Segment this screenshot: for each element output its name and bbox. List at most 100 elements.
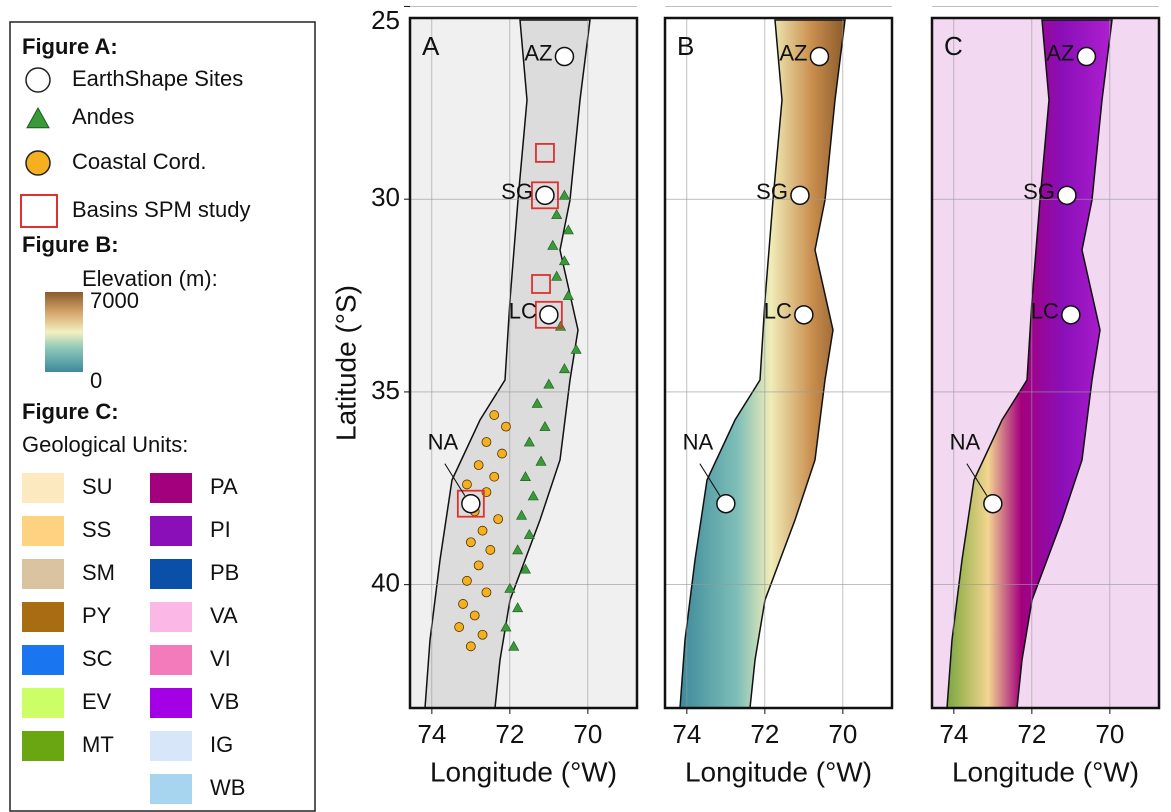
site-label: AZ — [524, 40, 552, 65]
legend-heading: Figure A: — [22, 34, 118, 59]
x-tick-label: 74 — [939, 719, 968, 749]
unit-label: SM — [82, 560, 115, 585]
x-tick-label: 74 — [672, 719, 701, 749]
y-tick-label: 40 — [371, 568, 400, 598]
coastal-site — [466, 538, 475, 547]
site-label: NA — [950, 430, 981, 455]
colorbar-label: 7000 — [90, 288, 139, 313]
legend-label: Andes — [72, 104, 134, 129]
y-tick-label: 30 — [371, 182, 400, 212]
coastal-site — [455, 623, 464, 632]
coastal-site — [459, 599, 468, 608]
map-panel: 74 72 70 25 30 35 40 AZ SG LC NA A Longitude (°W) — [371, 5, 637, 788]
x-tick-label: 72 — [750, 719, 779, 749]
unit-label: IG — [210, 732, 233, 757]
unit-swatch — [22, 602, 64, 632]
site-label: LC — [1031, 299, 1059, 324]
x-tick-label: 70 — [828, 719, 857, 749]
legend-marker — [26, 151, 50, 175]
x-tick-label: 72 — [1017, 719, 1046, 749]
x-axis-label: Longitude (°W) — [685, 756, 872, 787]
unit-swatch — [22, 731, 64, 761]
unit-label: VB — [210, 689, 239, 714]
x-tick-label: 74 — [417, 719, 446, 749]
unit-label: MT — [82, 732, 114, 757]
unit-label: PA — [210, 474, 238, 499]
y-tick-label: 35 — [371, 375, 400, 405]
coastal-site — [482, 588, 491, 597]
earthshape-site — [1062, 306, 1080, 324]
panel-letter: B — [677, 31, 694, 61]
x-tick-label: 70 — [1095, 719, 1124, 749]
colorbar-label: 0 — [90, 368, 102, 393]
earthshape-site — [791, 186, 809, 204]
earthshape-site — [1058, 186, 1076, 204]
unit-swatch — [22, 516, 64, 546]
coastal-site — [486, 545, 495, 554]
map-panel: 74 72 70 AZ SG LC NA B Longitude (°W) — [665, 6, 892, 787]
unit-swatch — [150, 559, 192, 589]
unit-label: VI — [210, 646, 231, 671]
site-label: NA — [683, 430, 714, 455]
legend-heading: Figure B: — [22, 232, 119, 257]
unit-swatch — [150, 688, 192, 718]
coastal-site — [478, 526, 487, 535]
page: Figure A: EarthShape Sites Andes Coastal… — [0, 0, 1171, 812]
site-label: LC — [509, 299, 537, 324]
coastal-site — [466, 642, 475, 651]
coastal-site — [498, 449, 507, 458]
unit-label: VA — [210, 603, 238, 628]
coastal-site — [474, 561, 483, 570]
earthshape-site — [717, 495, 735, 513]
coastal-site — [490, 472, 499, 481]
unit-label: SC — [82, 646, 113, 671]
coastal-site — [478, 630, 487, 639]
earthshape-site — [1077, 48, 1095, 66]
unit-label: WB — [210, 775, 245, 800]
unit-swatch — [150, 516, 192, 546]
unit-label: PY — [82, 603, 112, 628]
panel-letter: C — [944, 31, 963, 61]
site-label: SG — [501, 179, 533, 204]
unit-swatch — [150, 774, 192, 804]
earthshape-site — [795, 306, 813, 324]
legend-label: Basins SPM study — [72, 197, 251, 222]
legend-heading: Figure C: — [22, 399, 119, 424]
figure: Figure A: EarthShape Sites Andes Coastal… — [0, 0, 1171, 812]
unit-swatch — [150, 473, 192, 503]
unit-label: SS — [82, 517, 111, 542]
legend-label: Coastal Cord. — [72, 149, 207, 174]
earthshape-site — [536, 186, 554, 204]
coastal-site — [490, 411, 499, 420]
y-tick-label: 25 — [371, 5, 400, 35]
unit-swatch — [22, 688, 64, 718]
unit-label: PI — [210, 517, 231, 542]
earthshape-site — [540, 306, 558, 324]
unit-swatch — [22, 645, 64, 675]
x-tick-label: 70 — [573, 719, 602, 749]
site-label: AZ — [1046, 40, 1074, 65]
unit-swatch — [150, 645, 192, 675]
earthshape-site — [555, 48, 573, 66]
unit-swatch — [150, 602, 192, 632]
site-label: SG — [756, 179, 788, 204]
unit-label: SU — [82, 474, 113, 499]
x-tick-label: 72 — [495, 719, 524, 749]
coastal-site — [462, 480, 471, 489]
unit-label: PB — [210, 560, 239, 585]
site-label: NA — [428, 430, 459, 455]
unit-swatch — [22, 473, 64, 503]
unit-swatch — [22, 559, 64, 589]
x-axis-label: Longitude (°W) — [430, 756, 617, 787]
unit-swatch — [150, 731, 192, 761]
elevation-colorbar — [45, 292, 83, 372]
site-label: LC — [764, 299, 792, 324]
earthshape-site — [462, 495, 480, 513]
earthshape-site — [984, 495, 1002, 513]
coastal-site — [474, 461, 483, 470]
unit-label: EV — [82, 689, 112, 714]
site-label: AZ — [779, 40, 807, 65]
panel-letter: A — [422, 31, 440, 61]
legend-subtitle: Geological Units: — [22, 432, 188, 457]
